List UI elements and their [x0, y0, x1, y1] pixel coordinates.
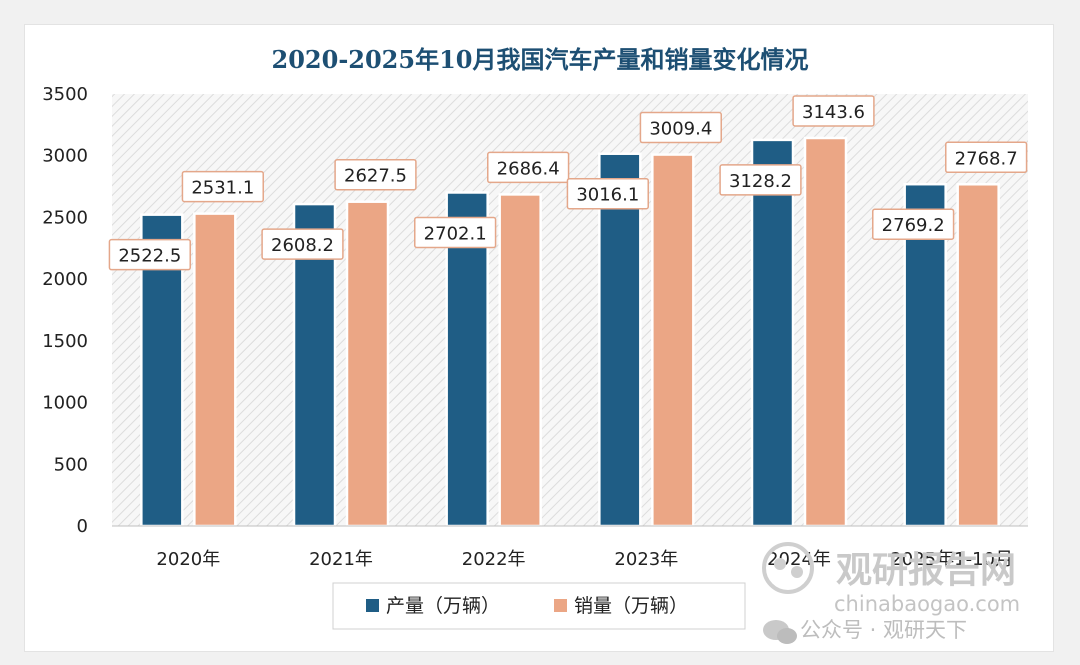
- y-tick-label: 2500: [42, 207, 88, 228]
- data-label-box: [334, 158, 417, 191]
- data-label-text: 2702.1: [424, 223, 487, 244]
- legend-swatch-sales: [554, 599, 567, 612]
- watermark-account: 公众号 · 观研天下: [800, 618, 967, 642]
- chart-title: 2020-2025年10月我国汽车产量和销量变化情况: [272, 45, 809, 74]
- y-tick-label: 500: [54, 454, 88, 475]
- plot-area-background: [112, 94, 1028, 526]
- data-label-box: [108, 238, 191, 271]
- data-label-text: 2627.5: [344, 166, 407, 187]
- y-tick-label: 2000: [42, 269, 88, 290]
- bar-sales: [651, 153, 695, 528]
- data-label: 2608.2: [261, 228, 344, 260]
- data-label-text: 3016.1: [576, 185, 639, 206]
- x-category-label: 2023年: [614, 549, 678, 570]
- y-tick-label: 1000: [42, 393, 88, 414]
- y-axis: 0 500 1000 1500 2000 2500 3000 3500: [42, 84, 88, 537]
- data-label-text: 3009.4: [649, 119, 712, 140]
- legend-box: [332, 582, 746, 630]
- wechat-icon: [763, 620, 797, 644]
- y-tick-label: 3000: [42, 146, 88, 167]
- data-label: 2769.2: [872, 208, 955, 240]
- data-label-box: [719, 164, 802, 196]
- bar-sales: [345, 200, 390, 528]
- x-category-label: 2022年: [462, 549, 526, 570]
- data-label-box: [566, 177, 649, 210]
- bar-production: [750, 138, 795, 528]
- data-label-text: 2522.5: [118, 246, 181, 267]
- legend-swatch-production: [366, 599, 379, 612]
- data-label-text: 3143.6: [802, 102, 865, 123]
- y-tick-label: 3500: [42, 84, 88, 105]
- data-label-box: [792, 95, 875, 127]
- data-label: 3143.6: [792, 95, 875, 127]
- data-label-box: [487, 151, 570, 184]
- bar-sales: [956, 183, 1000, 528]
- watermark-logo: [762, 542, 814, 594]
- legend-label-production: 产量（万辆）: [386, 595, 500, 617]
- y-tick-label: 0: [77, 516, 88, 537]
- data-label: 2768.7: [945, 141, 1028, 174]
- data-label-text: 2686.4: [497, 158, 560, 179]
- data-label-box: [872, 208, 955, 240]
- bar-production: [903, 182, 947, 528]
- watermark-url: chinabaogao.com: [834, 592, 1020, 616]
- data-label-box: [261, 228, 344, 260]
- x-category-label: 2025年1-10月: [890, 549, 1013, 570]
- data-label-text: 2608.2: [271, 235, 334, 256]
- data-label-box: [639, 111, 722, 144]
- data-label-text: 2531.1: [191, 178, 254, 199]
- x-category-label: 2021年: [309, 549, 373, 570]
- data-label: 2531.1: [181, 170, 264, 203]
- data-label: 2627.5: [334, 158, 417, 191]
- watermark-brand: 观研报告网: [836, 550, 1016, 591]
- data-label: 2686.4: [487, 151, 570, 184]
- data-labels-layer: 2522.5 2531.1 2608.2 2627.5 2702.1 2686.4 3016…: [108, 95, 1028, 271]
- x-category-label: 2020年: [156, 549, 220, 570]
- data-label: 2702.1: [414, 216, 497, 249]
- data-label: 3128.2: [719, 164, 802, 196]
- data-label: 2522.5: [108, 238, 191, 271]
- bar-sales: [803, 136, 848, 528]
- data-label-box: [414, 216, 497, 249]
- bar-production: [598, 152, 642, 528]
- data-label-text: 2769.2: [882, 215, 945, 236]
- bar-sales: [498, 193, 542, 528]
- y-tick-label: 1500: [42, 331, 88, 352]
- watermark: 观研报告网 chinabaogao.com 公众号 · 观研天下: [762, 542, 1020, 644]
- data-label-text: 3128.2: [729, 171, 792, 192]
- bar-sales: [193, 212, 237, 528]
- legend-label-sales: 销量（万辆）: [574, 595, 688, 617]
- data-label-box: [945, 141, 1028, 174]
- data-label: 3009.4: [639, 111, 722, 144]
- legend: 产量（万辆） 销量（万辆）: [332, 582, 746, 630]
- data-label: 3016.1: [566, 177, 649, 210]
- data-label-box: [181, 170, 264, 203]
- data-label-text: 2768.7: [955, 148, 1018, 169]
